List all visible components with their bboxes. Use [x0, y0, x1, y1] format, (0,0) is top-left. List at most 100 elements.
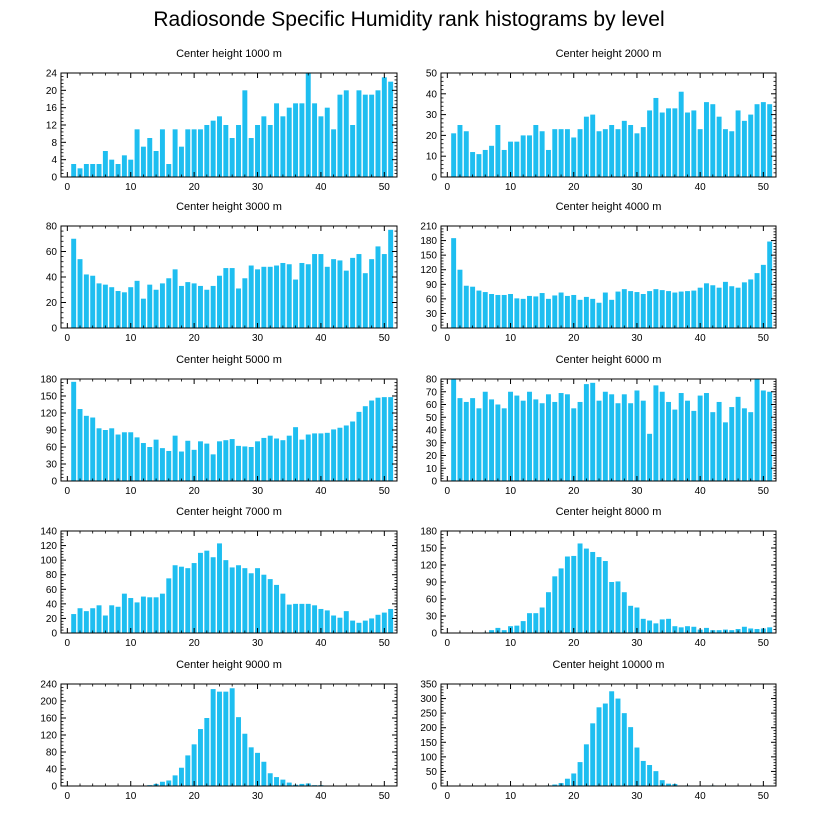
y-tick-label: 0 [431, 629, 437, 640]
histogram-bar [191, 744, 197, 786]
y-tick-label: 90 [46, 426, 58, 437]
histogram-bar [178, 451, 184, 481]
histogram-bar [388, 81, 394, 177]
histogram-bar [495, 125, 501, 177]
histogram-bar [255, 125, 260, 177]
histogram-bar [159, 781, 165, 786]
histogram-bar [482, 292, 488, 328]
histogram-bar [286, 264, 292, 328]
histogram-bar [388, 608, 394, 633]
histogram-bar [564, 394, 570, 481]
histogram-bar [476, 290, 482, 328]
y-tick-label: 150 [420, 544, 437, 555]
histogram-bar [128, 432, 134, 481]
y-tick-label: 250 [420, 709, 437, 720]
histogram-bar [722, 281, 728, 328]
histogram-bar [741, 626, 747, 633]
histogram-bar [280, 262, 286, 328]
histogram-bar [166, 578, 172, 633]
y-tick-label: 10 [426, 152, 438, 163]
histogram-bar [223, 268, 229, 328]
histogram-bar [305, 264, 311, 328]
histogram-bar [293, 603, 299, 633]
histogram-bar [596, 707, 602, 786]
histogram-bar [564, 556, 570, 633]
histogram-bar [634, 607, 640, 633]
histogram-bar [337, 617, 343, 633]
y-tick-label: 70 [426, 387, 438, 398]
histogram-bar [331, 429, 337, 481]
histogram-bar [223, 691, 229, 786]
x-tick-label: 20 [189, 486, 201, 497]
x-tick-label: 10 [505, 791, 517, 802]
y-tick-label: 210 [420, 222, 437, 233]
histogram-bar [621, 713, 627, 786]
histogram-bar [514, 141, 520, 177]
histogram-bar [217, 116, 222, 177]
panel-title: Center height 9000 m [176, 659, 282, 671]
histogram-bar [77, 409, 83, 481]
histogram-bar [659, 290, 665, 328]
histogram-bar [299, 103, 305, 177]
histogram-bar [678, 291, 684, 328]
histogram-bar [495, 294, 501, 328]
panel-title: Center height 7000 m [176, 506, 282, 518]
y-tick-label: 24 [46, 69, 58, 80]
histogram-bar [545, 149, 551, 177]
histogram-bar [628, 605, 634, 633]
histogram-bar [577, 543, 583, 633]
y-tick-label: 80 [46, 570, 58, 581]
y-tick-label: 30 [426, 309, 438, 320]
histogram-bar [178, 146, 184, 177]
histogram-bar [128, 159, 134, 177]
histogram-bar [210, 689, 216, 786]
histogram-bar [533, 399, 539, 481]
histogram-bar [609, 299, 615, 328]
histogram-bar [748, 412, 754, 481]
histogram-bar [470, 398, 476, 482]
histogram-bar [318, 254, 324, 328]
histogram-bar [716, 630, 722, 633]
histogram-bar [583, 744, 589, 786]
histogram-bar [628, 727, 634, 786]
histogram-bar [666, 291, 672, 328]
histogram-bar [204, 550, 210, 633]
histogram-bar [628, 403, 634, 481]
histogram-bar [552, 295, 558, 328]
histogram-bar [267, 266, 273, 328]
histogram-bar [564, 295, 570, 328]
x-tick-label: 20 [568, 638, 580, 649]
histogram-bar [293, 279, 299, 328]
histogram-bar [583, 116, 589, 177]
histogram-bar [754, 104, 760, 177]
histogram-bar [722, 422, 728, 481]
histogram-bar [767, 627, 773, 633]
plot-frame [60, 683, 398, 787]
y-tick-label: 40 [46, 599, 58, 610]
histogram-bar [267, 125, 273, 177]
histogram-bar [191, 129, 197, 177]
histogram-bar [261, 574, 267, 633]
histogram-bar [350, 125, 356, 177]
histogram-bar [343, 611, 349, 633]
y-tick-label: 50 [426, 413, 438, 424]
histogram-bar [147, 447, 153, 481]
histogram-bar [77, 608, 83, 633]
histogram-bar [140, 443, 146, 481]
histogram-bar [659, 112, 665, 177]
x-tick-label: 30 [252, 333, 264, 344]
histogram-bar [634, 390, 640, 481]
histogram-bar [217, 275, 222, 328]
histogram-bar [564, 129, 570, 177]
histogram-bar [640, 618, 646, 633]
histogram-bar [501, 294, 507, 328]
histogram-bar [672, 409, 678, 481]
x-tick-label: 20 [189, 333, 201, 344]
histogram-bar [628, 125, 634, 177]
histogram-bar [558, 129, 564, 177]
histogram-bar [533, 613, 539, 633]
y-tick-label: 150 [420, 738, 437, 749]
plot-frame [440, 683, 777, 787]
histogram-bar [685, 400, 690, 481]
histogram-bar [527, 295, 532, 328]
